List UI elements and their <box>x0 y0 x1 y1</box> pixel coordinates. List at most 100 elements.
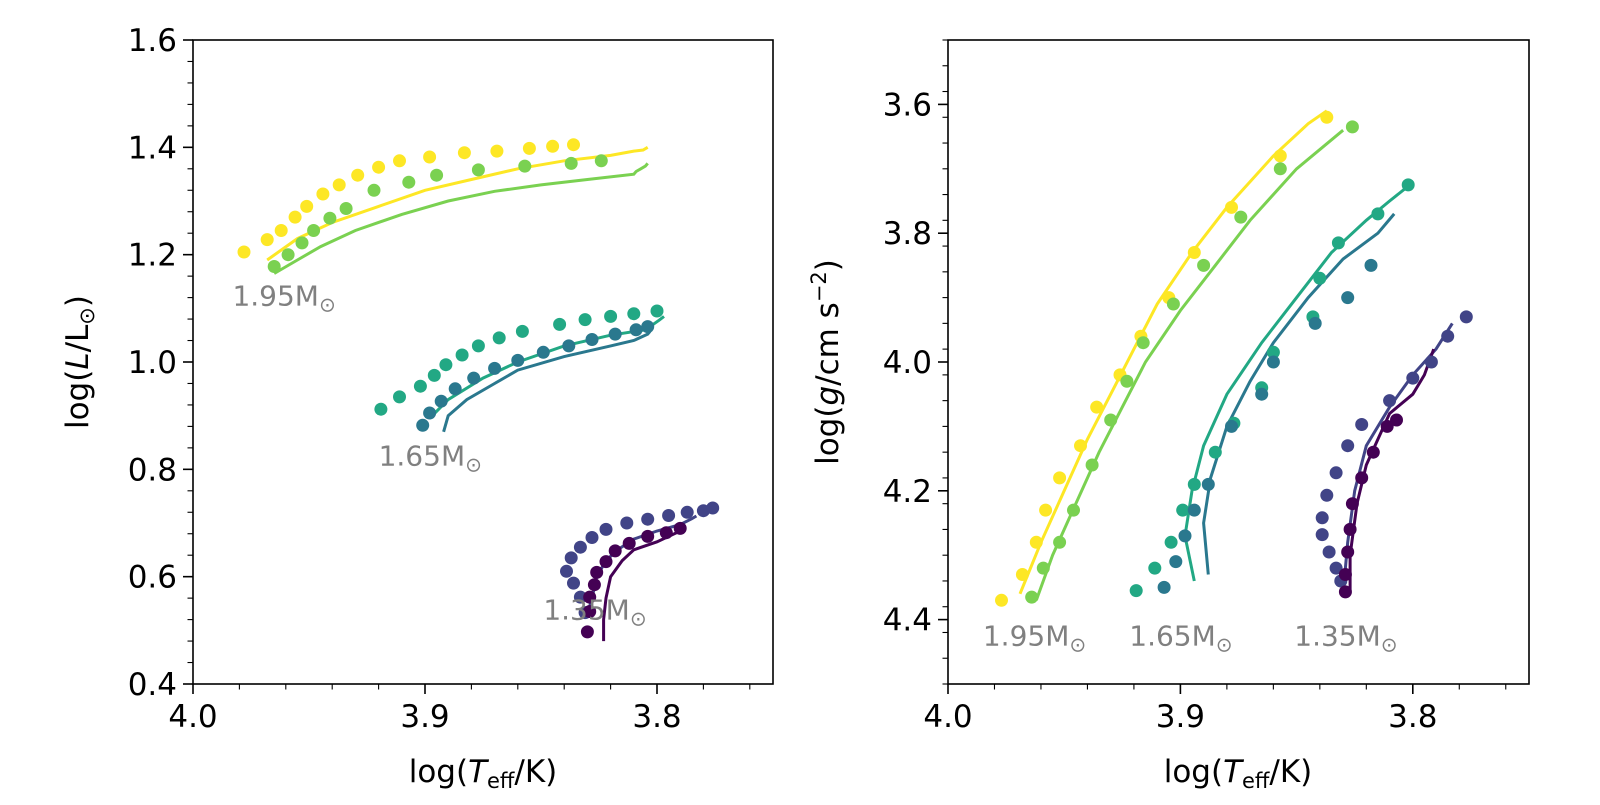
x-tick-label: 4.0 <box>923 699 972 735</box>
data-point <box>1366 445 1380 459</box>
x-tick-label: 4.0 <box>168 699 217 735</box>
mass-label: 1.35M⊙ <box>1294 619 1397 656</box>
data-point <box>1345 120 1359 134</box>
data-point <box>1320 488 1334 502</box>
data-point <box>1197 258 1211 272</box>
data-point <box>1169 555 1183 569</box>
data-point <box>583 590 597 604</box>
odot-symbol: ⊙ <box>630 607 647 631</box>
data-point <box>1266 355 1280 369</box>
data-point <box>673 521 687 535</box>
data-point <box>1157 580 1171 594</box>
track-line-2 <box>1034 129 1345 601</box>
data-point <box>1187 477 1201 491</box>
y-tick-label: 3.8 <box>883 216 932 252</box>
data-point <box>1315 528 1329 542</box>
data-point <box>423 406 437 420</box>
data-point <box>467 371 481 385</box>
data-point <box>1380 419 1394 433</box>
data-point <box>1225 419 1238 433</box>
mass-label-text: 1.65M <box>1129 619 1216 652</box>
data-point <box>1424 355 1438 369</box>
data-point <box>416 418 430 432</box>
data-point <box>599 522 613 536</box>
data-point <box>1085 458 1099 472</box>
data-point <box>281 248 295 262</box>
data-point <box>332 178 346 192</box>
data-point <box>1329 466 1343 480</box>
data-point <box>641 529 655 543</box>
data-point <box>1148 561 1162 575</box>
data-point <box>1201 477 1215 491</box>
hr-y-axis-label: log(L/L⊙) <box>60 295 99 429</box>
data-point <box>323 211 337 225</box>
data-point <box>585 531 599 544</box>
data-point <box>300 199 314 213</box>
kiel-ticks: 4.0 3.9 3.8 3.6 3.8 4.0 4.2 4.4 <box>883 39 1507 735</box>
mass-label-text: 1.65M <box>379 440 466 473</box>
data-point <box>1176 503 1190 517</box>
data-point <box>1364 258 1378 272</box>
data-point <box>1129 584 1143 598</box>
data-point <box>573 540 587 554</box>
kiel-x-axis-label: log(Teff/K) <box>1164 754 1313 793</box>
track-line-1 <box>266 146 649 262</box>
data-point <box>641 320 655 334</box>
data-point <box>1343 522 1357 536</box>
odot-symbol: ⊙ <box>465 453 482 477</box>
kiel-diagram-panel: 4.0 3.9 3.83.63.84.04.24.4 1.95M⊙ 1.65M⊙ 1.3… <box>807 39 1530 793</box>
data-point <box>488 361 502 375</box>
data-point <box>553 317 567 331</box>
data-point <box>1338 585 1352 599</box>
data-point <box>455 348 469 362</box>
data-point <box>316 187 330 201</box>
x-tick-label: 3.9 <box>400 699 449 735</box>
kiel-marks <box>995 109 1473 607</box>
data-point <box>448 382 462 396</box>
track-line-2 <box>273 162 649 275</box>
data-point <box>564 551 578 565</box>
data-point <box>1355 418 1369 431</box>
data-point <box>1371 207 1385 221</box>
data-point <box>590 565 604 579</box>
mass-label-text: 1.35M <box>543 594 630 627</box>
data-point <box>471 339 485 353</box>
hr-ticks: 4.0 3.9 3.8 0.4 0.6 0.8 1.0 1.2 1.4 1.6 <box>128 23 751 735</box>
data-point <box>1164 535 1178 549</box>
data-point <box>1322 545 1336 559</box>
hr-marks <box>237 138 720 642</box>
data-point <box>288 210 302 224</box>
data-point <box>1329 561 1343 575</box>
data-point <box>1341 545 1355 559</box>
data-point <box>1067 503 1080 517</box>
data-point <box>1208 445 1222 459</box>
data-point <box>492 331 506 345</box>
data-point <box>393 390 406 404</box>
mass-label-text: 1.95M <box>983 619 1070 652</box>
data-point <box>1104 413 1118 427</box>
data-point <box>1441 329 1455 343</box>
data-point <box>585 333 599 346</box>
data-point <box>367 183 381 197</box>
y-tick-label: 4.4 <box>883 603 932 639</box>
data-point <box>1234 210 1248 224</box>
odot-symbol: ⊙ <box>319 293 336 317</box>
data-point <box>1331 236 1345 250</box>
data-point <box>434 394 448 408</box>
data-point <box>567 576 580 590</box>
data-point <box>662 509 676 522</box>
data-point <box>1390 413 1403 427</box>
x-tick-label: 3.9 <box>1156 699 1205 735</box>
data-point <box>1273 162 1287 176</box>
hr-plot-frame <box>192 39 774 685</box>
track-line-3 <box>1183 186 1407 582</box>
data-point <box>1459 310 1473 324</box>
data-point <box>393 154 406 168</box>
data-point <box>260 233 274 247</box>
data-point <box>1266 345 1280 359</box>
data-point <box>627 307 641 321</box>
odot-symbol: ⊙ <box>1381 632 1398 656</box>
data-point <box>546 139 560 153</box>
